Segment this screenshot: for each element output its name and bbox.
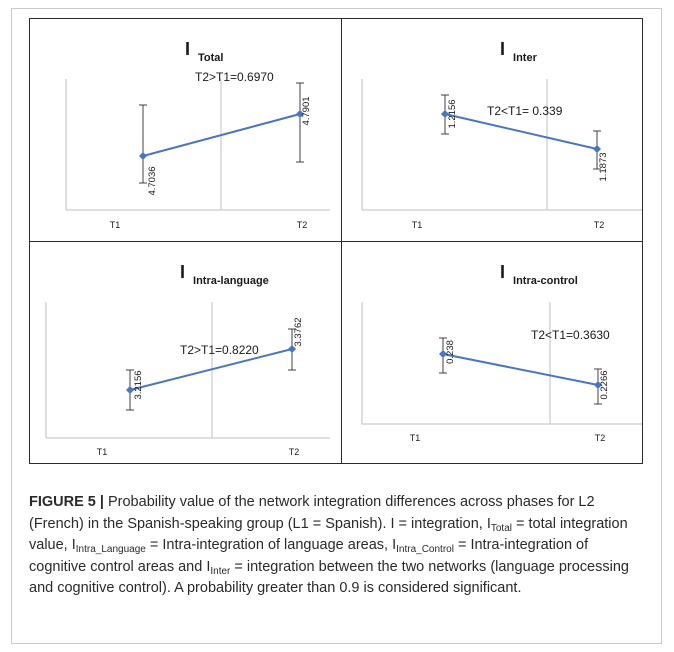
data-point-T1 <box>439 350 447 358</box>
chart-title-intra-control: I Intra-control <box>500 262 578 287</box>
data-label-T1: 4.7036 <box>147 166 158 195</box>
significance-annotation: T2<T1=0.3630 <box>531 328 610 342</box>
x-tick-label-T1: T1 <box>410 433 421 443</box>
series-line-intra-control <box>442 353 599 386</box>
chart-svg-total: I Total 4.7036 4.7901 T2>T1=0.6970 T1 T2 <box>65 39 330 230</box>
series-line-intra-language <box>129 348 293 391</box>
data-label-T2: 0.2266 <box>599 370 610 399</box>
data-point-T2 <box>593 145 601 153</box>
chart-svg-intra-language: I Intra-language 3.2156 3.3762 T2>T1=0.8220 T… <box>45 262 330 457</box>
chart-title-main: I <box>185 39 190 59</box>
chart-title-main: I <box>180 262 185 282</box>
chart-panel-total: I Total 4.7036 4.7901 T2>T1=0.6970 T1 T2 <box>30 19 342 242</box>
caption-def-1: I = integration, I <box>386 515 491 532</box>
data-point-T1 <box>139 152 147 160</box>
chart-title-total: I Total <box>185 39 223 64</box>
caption-sub-control: Intra_Control <box>396 544 454 555</box>
data-label-T2: 4.7901 <box>301 96 312 125</box>
chart-title-sub: Intra-control <box>513 275 578 287</box>
chart-panel-inter: I Inter 1.2156 1.1873 T2<T1= 0.339 T1 T2 <box>342 19 642 242</box>
x-tick-label-T2: T2 <box>289 447 300 457</box>
figure-label: FIGURE 5 | <box>29 494 104 510</box>
data-point-T2 <box>296 110 304 118</box>
caption-sub-total: Total <box>490 522 512 534</box>
caption-sub-inter: Inter <box>210 565 231 577</box>
figure-caption: FIGURE 5 | Probability value of the netw… <box>29 492 639 600</box>
x-tick-label-T1: T1 <box>110 220 121 230</box>
chart-panel-intra-control: I Intra-control 0.238 0.2266 T2<T1=0.3630 T1 T… <box>342 242 642 463</box>
data-label-T2: 1.1873 <box>598 152 609 181</box>
chart-title-sub: Intra-language <box>193 275 269 287</box>
chart-grid: I Total 4.7036 4.7901 T2>T1=0.6970 T1 T2 I Inte… <box>29 18 643 464</box>
caption-def-3: = Intra-integration of language areas, I <box>145 537 397 553</box>
data-label-T1: 1.2156 <box>447 99 458 128</box>
significance-annotation: T2>T1=0.8220 <box>180 343 259 357</box>
chart-title-intra-language: I Intra-language <box>180 262 269 287</box>
chart-svg-inter: I Inter 1.2156 1.1873 T2<T1= 0.339 T1 T2 <box>361 39 642 230</box>
data-point-T1 <box>126 386 134 394</box>
caption-def-4: = Intra-integration of cognitive control… <box>29 537 589 575</box>
x-tick-label-T1: T1 <box>412 220 423 230</box>
data-point-T2 <box>594 381 602 389</box>
chart-title-sub: Total <box>198 52 223 64</box>
figure-frame <box>11 8 662 644</box>
chart-title-inter: I Inter <box>500 39 538 64</box>
significance-annotation: T2<T1= 0.339 <box>487 104 563 118</box>
series-line-inter <box>444 113 598 150</box>
caption-main: Probability value of the network integra… <box>29 494 595 532</box>
significance-annotation: T2>T1=0.6970 <box>195 70 274 84</box>
chart-svg-intra-control: I Intra-control 0.238 0.2266 T2<T1=0.3630 T1 T… <box>361 262 642 443</box>
data-label-T1: 0.238 <box>445 340 456 364</box>
chart-panel-intra-language: I Intra-language 3.2156 3.3762 T2>T1=0.8220 T… <box>30 242 342 463</box>
data-point-T1 <box>441 110 449 118</box>
x-tick-label-T2: T2 <box>595 433 606 443</box>
data-label-T1: 3.2156 <box>133 370 144 399</box>
x-tick-label-T2: T2 <box>594 220 605 230</box>
chart-title-main: I <box>500 39 505 59</box>
caption-sub-lang: Intra_Language <box>75 544 146 555</box>
series-line-total <box>142 113 301 157</box>
data-label-T2: 3.3762 <box>293 317 304 346</box>
caption-def-5: = integration between the two networks (… <box>29 558 629 597</box>
caption-def-2: = total integration value, I <box>29 515 628 554</box>
x-tick-label-T1: T1 <box>97 447 108 457</box>
chart-title-main: I <box>500 262 505 282</box>
x-tick-label-T2: T2 <box>297 220 308 230</box>
data-point-T2 <box>288 345 296 353</box>
chart-title-sub: Inter <box>513 52 538 64</box>
